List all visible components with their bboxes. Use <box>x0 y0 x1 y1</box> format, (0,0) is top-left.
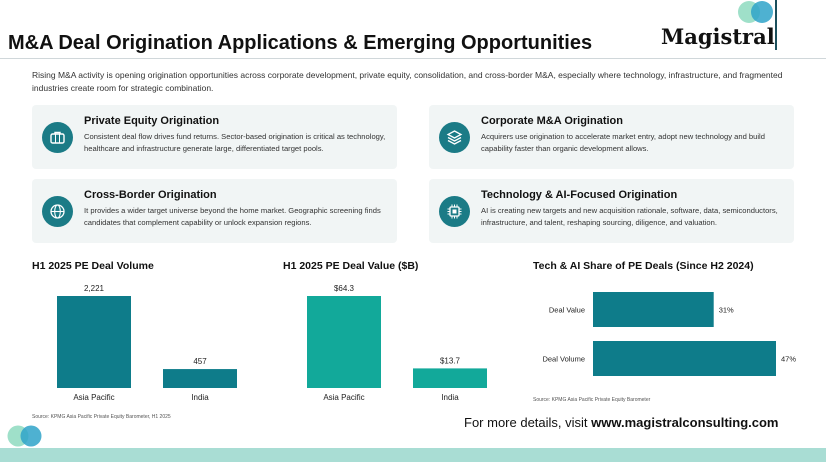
logo-circles-icon <box>738 1 773 23</box>
chip-icon <box>439 196 470 227</box>
bar-india <box>163 369 237 388</box>
card-cross-border: Cross-Border Origination It provides a w… <box>32 179 397 243</box>
bar-deal-value <box>593 292 714 327</box>
footer-prefix: For more details, visit <box>464 415 592 430</box>
footer-link[interactable]: www.magistralconsulting.com <box>591 415 779 430</box>
briefcase-icon <box>42 122 73 153</box>
card-title: Technology & AI-Focused Origination <box>481 189 678 201</box>
chart-title-tech-share: Tech & AI Share of PE Deals (Since H2 20… <box>533 260 754 272</box>
source-note-left: Source: KPMG Asia Pacific Private Equity… <box>32 414 171 420</box>
category-label: India <box>191 393 209 402</box>
card-description: It provides a wider target universe beyo… <box>84 206 381 227</box>
source-note-right: Source: KPMG Asia Pacific Private Equity… <box>533 397 651 403</box>
chart-title-volume: H1 2025 PE Deal Volume <box>32 260 154 272</box>
data-label: 47% <box>781 355 796 364</box>
data-label: 31% <box>719 306 734 315</box>
bar-asia-pacific <box>307 296 381 388</box>
chart-title-value: H1 2025 PE Deal Value ($B) <box>283 260 419 272</box>
bar-india <box>413 368 487 388</box>
category-label: Deal Value <box>549 306 585 315</box>
data-label: $13.7 <box>440 356 461 365</box>
footer-text: For more details, visit www.magistralcon… <box>464 415 778 430</box>
category-label: Asia Pacific <box>73 393 114 402</box>
category-label: Deal Volume <box>542 355 585 364</box>
bottom-bar <box>0 448 826 462</box>
category-label: India <box>441 393 459 402</box>
card-title: Private Equity Origination <box>84 115 220 127</box>
card-title: Cross-Border Origination <box>84 189 217 201</box>
header-rule <box>0 58 826 59</box>
logo: Magistral <box>661 24 775 49</box>
chart-tech-share: Deal Value 31% Deal Volume 47% <box>542 292 796 376</box>
globe-icon <box>42 196 73 227</box>
card-private-equity: Private Equity Origination Consistent de… <box>32 105 397 169</box>
chart-deal-value: $64.3 Asia Pacific $13.7 India <box>307 284 487 402</box>
card-tech-ai: Technology & AI-Focused Origination AI i… <box>429 179 794 243</box>
card-description: AI is creating new targets and new acqui… <box>481 206 778 227</box>
category-label: Asia Pacific <box>323 393 364 402</box>
data-label: 2,221 <box>84 284 105 293</box>
card-title: Corporate M&A Origination <box>481 115 623 127</box>
intro-text: Rising M&A activity is opening originati… <box>32 70 783 93</box>
chart-deal-volume: 2,221 Asia Pacific 457 India <box>57 284 237 402</box>
layers-icon <box>439 122 470 153</box>
logo-divider <box>775 0 777 50</box>
card-description: Acquirers use origination to accelerate … <box>481 132 765 153</box>
bar-asia-pacific <box>57 296 131 388</box>
logo-circles-icon <box>7 425 42 447</box>
card-corporate-ma: Corporate M&A Origination Acquirers use … <box>429 105 794 169</box>
card-description: Consistent deal flow drives fund returns… <box>84 132 386 153</box>
data-label: $64.3 <box>334 284 355 293</box>
data-label: 457 <box>193 357 207 366</box>
page-title: M&A Deal Origination Applications & Emer… <box>8 32 593 54</box>
bar-deal-volume <box>593 341 776 376</box>
